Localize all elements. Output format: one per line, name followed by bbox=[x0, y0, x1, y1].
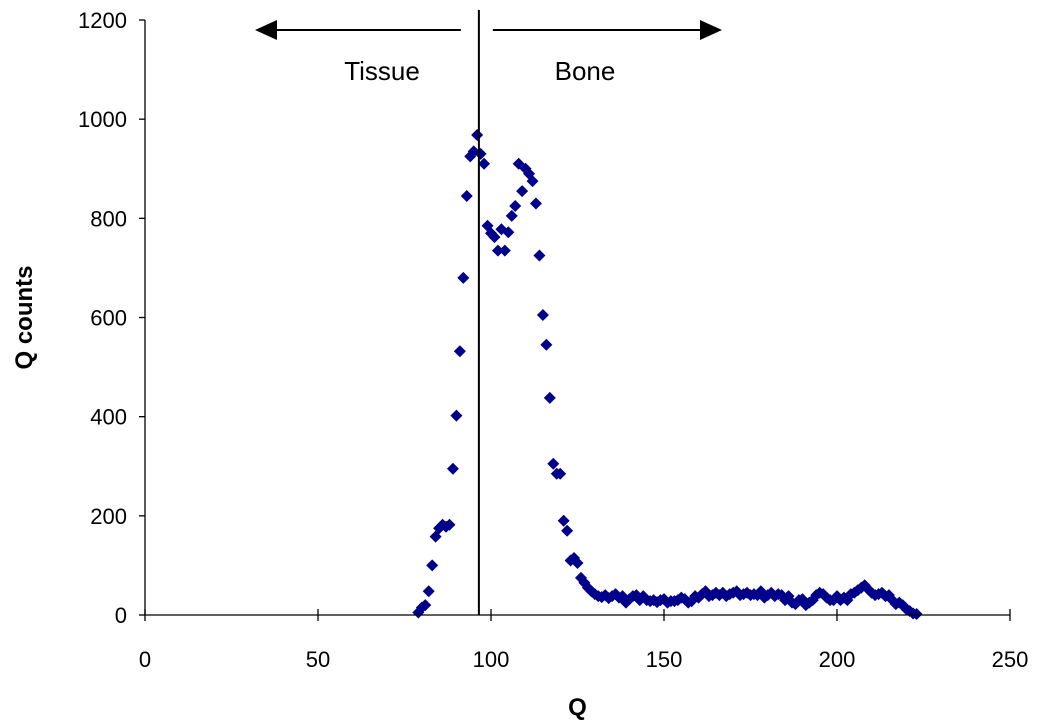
bone-label: Bone bbox=[555, 56, 616, 86]
data-point bbox=[491, 244, 504, 257]
data-point bbox=[571, 556, 584, 569]
data-point bbox=[471, 129, 484, 142]
data-point bbox=[419, 599, 432, 612]
tissue-arrow-head-icon bbox=[255, 20, 277, 40]
data-point bbox=[529, 197, 542, 210]
data-point bbox=[536, 309, 549, 322]
y-tick-label: 600 bbox=[90, 306, 127, 331]
data-point bbox=[502, 226, 515, 239]
y-axis-ticks: 0 200 400 600 800 1000 1200 bbox=[78, 8, 145, 628]
x-tick-label: 0 bbox=[139, 647, 151, 672]
data-point bbox=[540, 338, 553, 351]
data-point bbox=[526, 175, 539, 188]
data-point bbox=[460, 190, 473, 203]
data-point bbox=[457, 271, 470, 284]
data-point bbox=[450, 409, 463, 422]
data-point bbox=[443, 518, 456, 531]
y-tick-label: 800 bbox=[90, 206, 127, 231]
x-tick-label: 250 bbox=[992, 647, 1029, 672]
data-point bbox=[533, 249, 546, 262]
data-point bbox=[488, 231, 501, 244]
data-point bbox=[446, 462, 459, 475]
x-tick-label: 200 bbox=[819, 647, 856, 672]
y-tick-label: 0 bbox=[115, 603, 127, 628]
data-point bbox=[498, 244, 511, 257]
x-tick-label: 100 bbox=[473, 647, 510, 672]
x-tick-label: 50 bbox=[306, 647, 330, 672]
region-annotations: Tissue Bone bbox=[255, 20, 722, 86]
bone-arrow-head-icon bbox=[700, 20, 722, 40]
data-point bbox=[478, 157, 491, 170]
data-point bbox=[505, 209, 518, 222]
data-point bbox=[557, 514, 570, 527]
data-point bbox=[910, 608, 923, 621]
x-axis-title: Q bbox=[568, 694, 587, 721]
data-point bbox=[453, 345, 466, 358]
tissue-label: Tissue bbox=[344, 56, 420, 86]
data-point bbox=[547, 457, 560, 470]
x-tick-label: 150 bbox=[646, 647, 683, 672]
data-point bbox=[426, 559, 439, 572]
data-point bbox=[474, 147, 487, 160]
y-tick-label: 400 bbox=[90, 405, 127, 430]
y-tick-label: 200 bbox=[90, 504, 127, 529]
x-axis-ticks: 0 50 100 150 200 250 bbox=[139, 609, 1028, 672]
data-point bbox=[554, 467, 567, 480]
data-points bbox=[412, 129, 923, 621]
data-point bbox=[543, 391, 556, 404]
y-axis-title: Q counts bbox=[11, 265, 38, 369]
data-point bbox=[561, 524, 574, 537]
data-point bbox=[422, 585, 435, 598]
data-point bbox=[509, 199, 522, 212]
axes: 0 50 100 150 200 250 0 200 400 600 800 1000 1200 bbox=[78, 8, 1028, 672]
data-point bbox=[516, 185, 529, 198]
y-tick-label: 1200 bbox=[78, 8, 127, 33]
y-tick-label: 1000 bbox=[78, 107, 127, 132]
